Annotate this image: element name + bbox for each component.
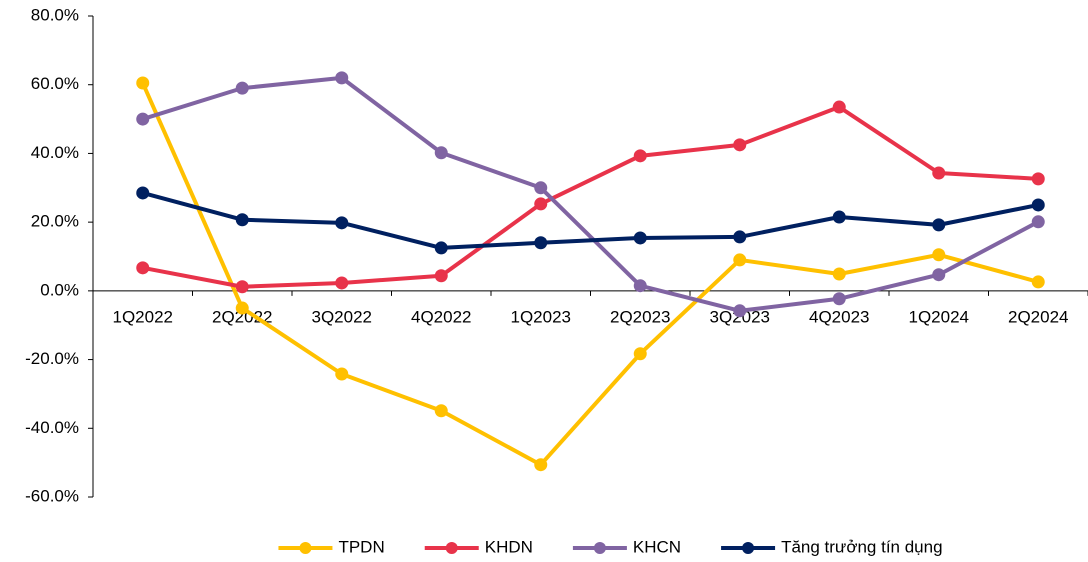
legend-marker xyxy=(593,542,606,554)
point xyxy=(1031,275,1045,289)
point xyxy=(434,241,448,255)
series-line xyxy=(142,191,1039,250)
legend-label: Tăng trưởng tín dụng xyxy=(781,537,942,556)
legend-marker xyxy=(445,542,458,554)
y-tick-label: 80.0% xyxy=(31,5,79,24)
series-line xyxy=(142,105,1039,289)
x-tick-label: 4Q2022 xyxy=(411,307,472,326)
point xyxy=(434,269,448,283)
point xyxy=(633,279,647,293)
x-tick-label: 2Q2023 xyxy=(610,307,671,326)
point xyxy=(733,253,747,267)
y-tick-label: -60.0% xyxy=(25,486,79,505)
legend-label: KHDN xyxy=(485,537,533,556)
point xyxy=(932,248,946,262)
x-tick-label: 1Q2024 xyxy=(909,307,970,326)
x-tick-label: 1Q2023 xyxy=(511,307,572,326)
y-tick-label: -20.0% xyxy=(25,349,79,368)
point xyxy=(534,458,548,472)
point xyxy=(235,213,249,227)
legend-marker xyxy=(299,542,312,554)
point xyxy=(434,146,448,160)
point xyxy=(733,304,747,318)
point xyxy=(335,367,349,381)
point xyxy=(335,216,349,230)
point xyxy=(534,236,548,250)
x-tick-label: 4Q2023 xyxy=(809,307,870,326)
point xyxy=(932,268,946,282)
x-tick-label: 2Q2024 xyxy=(1008,307,1069,326)
point xyxy=(235,301,249,315)
point xyxy=(136,112,150,126)
point xyxy=(534,197,548,211)
y-tick-label: 40.0% xyxy=(31,143,79,162)
y-tick-label: 60.0% xyxy=(31,74,79,93)
point xyxy=(633,149,647,163)
point xyxy=(1031,172,1045,186)
point xyxy=(832,100,846,114)
point xyxy=(335,276,349,290)
point xyxy=(235,81,249,95)
point xyxy=(832,267,846,281)
series-line xyxy=(142,75,1040,313)
x-tick-label: 2Q2022 xyxy=(212,307,273,326)
point xyxy=(832,292,846,306)
y-tick-label: 0.0% xyxy=(40,280,79,299)
point xyxy=(534,181,548,195)
point xyxy=(1031,198,1045,212)
point xyxy=(633,347,647,361)
point xyxy=(932,218,946,232)
point xyxy=(335,71,349,85)
x-tick-label: 3Q2022 xyxy=(312,307,373,326)
point xyxy=(434,404,448,418)
point xyxy=(733,230,747,244)
legend-marker xyxy=(742,542,755,554)
y-tick-label: 20.0% xyxy=(31,212,79,231)
series-line xyxy=(140,82,1039,467)
point xyxy=(633,231,647,245)
y-tick-label: -40.0% xyxy=(25,418,79,437)
point xyxy=(136,186,150,200)
point xyxy=(136,76,150,90)
legend-label: KHCN xyxy=(633,537,681,556)
point xyxy=(1031,215,1045,229)
point xyxy=(235,280,249,294)
point xyxy=(832,210,846,224)
legend-label: TPDN xyxy=(338,537,384,556)
point xyxy=(136,261,150,275)
point xyxy=(932,166,946,180)
point xyxy=(733,138,747,152)
x-tick-label: 1Q2022 xyxy=(113,307,174,326)
